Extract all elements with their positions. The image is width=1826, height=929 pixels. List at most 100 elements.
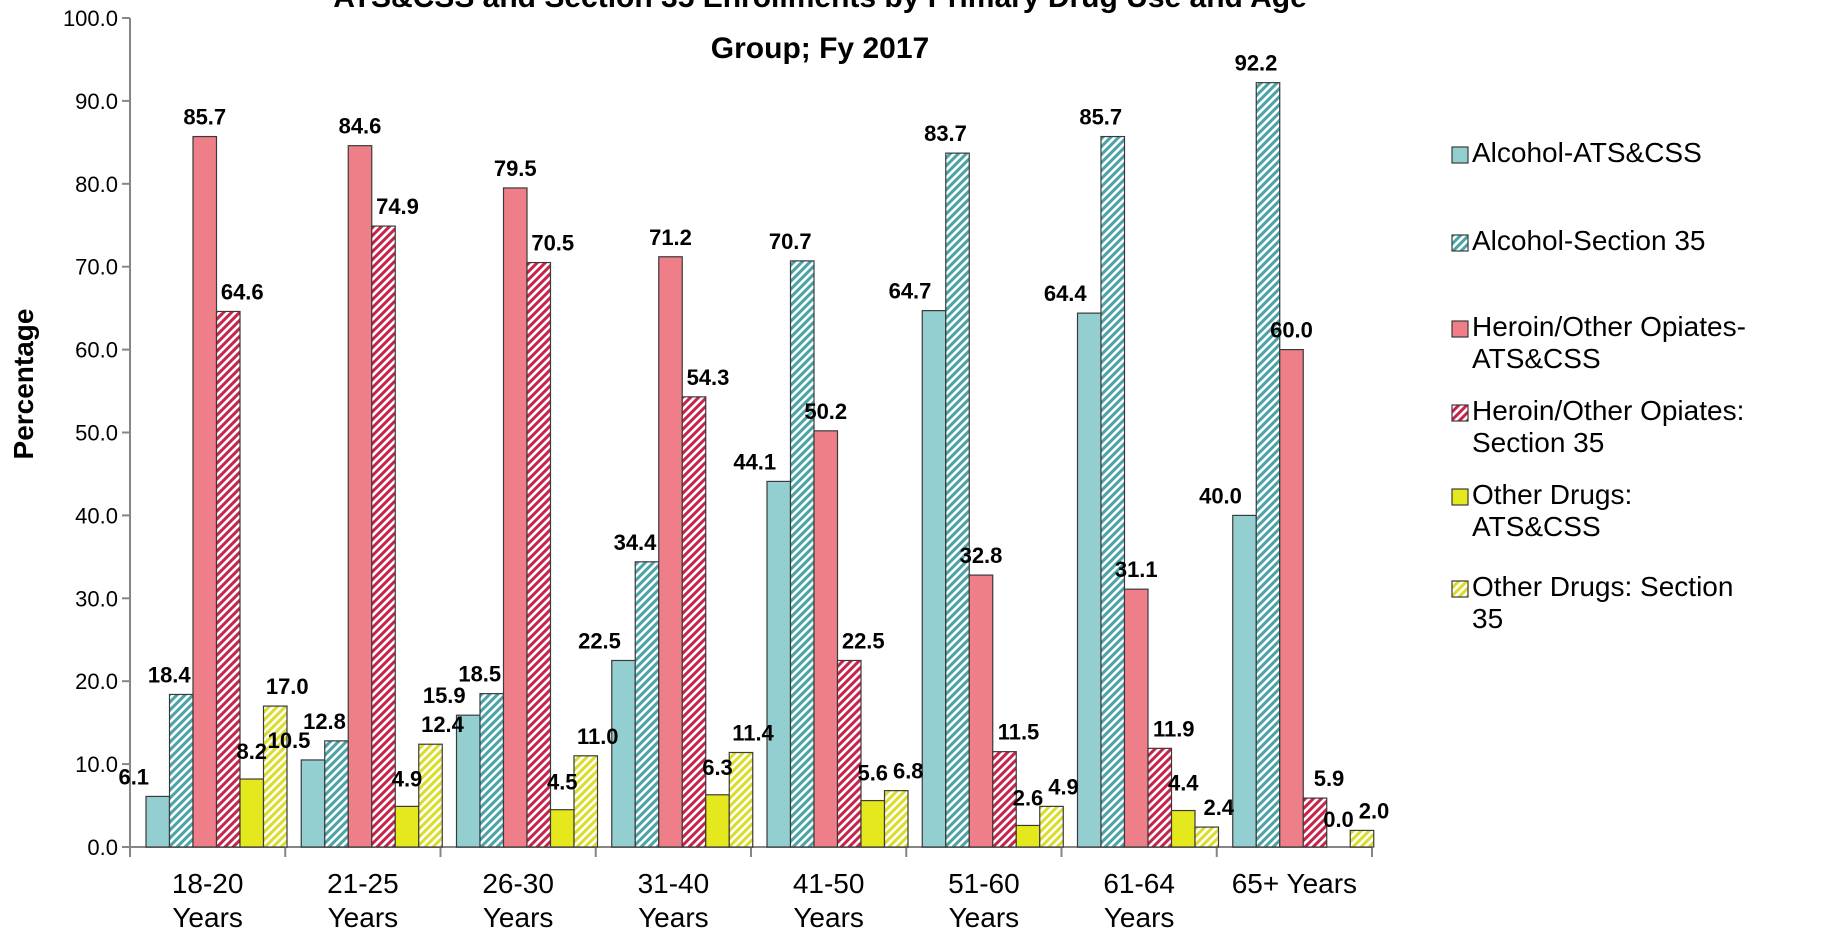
- data-label: 54.3: [687, 365, 730, 390]
- data-label: 5.6: [857, 761, 888, 786]
- y-tick-label: 60.0: [75, 338, 118, 363]
- bar: [992, 751, 1017, 848]
- data-label: 22.5: [842, 628, 885, 653]
- y-axis-label: Percentage: [8, 309, 39, 460]
- data-label: 64.6: [221, 279, 264, 304]
- y-tick-label: 20.0: [75, 669, 118, 694]
- y-tick-label: 80.0: [75, 172, 118, 197]
- y-tick-label: 70.0: [75, 255, 118, 280]
- bar: [634, 561, 660, 848]
- bar: [883, 790, 909, 848]
- bar: [728, 751, 754, 848]
- legend-swatch: [1451, 488, 1469, 506]
- data-label: 60.0: [1270, 318, 1313, 343]
- data-label: 18.4: [148, 662, 192, 687]
- bar: [262, 705, 288, 848]
- data-label: 18.5: [458, 662, 501, 687]
- bar: [1194, 826, 1220, 848]
- data-label: 11.9: [1153, 716, 1195, 741]
- legend-swatch: [1451, 404, 1469, 422]
- y-tick-label: 10.0: [75, 752, 118, 777]
- data-label: 44.1: [733, 449, 776, 474]
- legend: Alcohol-ATS&CSS Alcohol-Section 35 Heroin/…: [1451, 137, 1746, 634]
- data-label: 71.2: [649, 225, 692, 250]
- bar: [836, 659, 862, 848]
- bar: [1170, 809, 1196, 848]
- bar: [573, 755, 599, 848]
- y-tick-label: 100.0: [63, 6, 118, 31]
- legend-entry: Alcohol-ATS&CSS: [1472, 137, 1702, 168]
- data-label: 12.4: [421, 712, 465, 737]
- bar: [1279, 349, 1304, 848]
- legend-entry: Other Drugs: Section 35: [1472, 571, 1733, 634]
- data-label: 64.4: [1044, 281, 1088, 306]
- bar: [145, 795, 171, 848]
- legend-entry: Other Drugs: ATS&CSS: [1472, 479, 1632, 542]
- data-label: 83.7: [924, 121, 967, 146]
- data-labels: 6.1 10.5 15.9 22.5 44.1 64.7 64.4 40.0 18.4 12.8 1…: [118, 51, 1389, 832]
- x-tick-label: 61-64 Years: [1103, 868, 1175, 929]
- bar: [1255, 82, 1281, 848]
- data-label: 12.8: [303, 709, 346, 734]
- bar: [705, 794, 730, 848]
- legend-entry: Heroin/Other Opiates-ATS&CSS: [1472, 311, 1746, 374]
- data-label: 11.5: [998, 720, 1040, 745]
- data-label: 6.3: [702, 755, 733, 780]
- bar: [1100, 135, 1126, 848]
- data-label: 92.2: [1235, 51, 1278, 76]
- bar: [945, 152, 970, 848]
- data-label: 22.5: [578, 628, 621, 653]
- data-label: 2.4: [1203, 795, 1234, 820]
- bar: [1232, 514, 1257, 848]
- bar: [658, 256, 683, 848]
- data-label: 85.7: [183, 105, 226, 130]
- data-label: 34.4: [614, 530, 658, 555]
- bar: [611, 659, 636, 848]
- data-label: 50.2: [804, 399, 847, 424]
- bar: [239, 778, 265, 848]
- data-label: 4.5: [547, 770, 578, 795]
- bar: [347, 145, 373, 848]
- y-tick-label: 40.0: [75, 503, 118, 528]
- bar: [479, 693, 505, 848]
- x-tick-label: 18-20 Years: [172, 868, 244, 929]
- data-label: 10.5: [268, 728, 311, 753]
- data-label: 4.9: [1048, 774, 1079, 799]
- data-label: 17.0: [266, 674, 309, 699]
- bar: [418, 743, 443, 848]
- x-tick-label: 26-30 Years: [482, 868, 554, 929]
- x-tick-label: 31-40 Years: [638, 868, 710, 929]
- bar: [371, 225, 396, 848]
- data-label: 4.4: [1168, 771, 1199, 796]
- y-tick-label: 90.0: [75, 89, 118, 114]
- bar: [549, 809, 575, 848]
- legend-swatch: [1451, 580, 1469, 598]
- y-tick-label: 50.0: [75, 421, 118, 446]
- bar: [789, 260, 815, 848]
- data-label: 85.7: [1079, 105, 1122, 130]
- data-label: 40.0: [1199, 483, 1242, 508]
- legend-entry: Alcohol-Section 35: [1472, 225, 1705, 256]
- chart-title-line: ATS&CSS and Section 35 Enrollments by Pr…: [333, 0, 1307, 14]
- data-label: 4.9: [392, 766, 423, 791]
- data-label: 11.0: [577, 724, 619, 749]
- data-label: 32.8: [960, 543, 1003, 568]
- data-label: 70.5: [531, 231, 574, 256]
- legend-swatch: [1451, 234, 1469, 252]
- bar: [766, 480, 792, 848]
- bar: [1015, 824, 1041, 848]
- bar: [813, 430, 839, 848]
- bar: [324, 740, 349, 848]
- bar: [968, 574, 994, 848]
- legend-entry: Heroin/Other Opiates: Section 35: [1472, 395, 1744, 458]
- x-tick-label: 51-60 Years: [948, 868, 1020, 929]
- bar: [1123, 588, 1149, 848]
- bar: [860, 799, 886, 848]
- data-label: 64.7: [889, 279, 932, 304]
- bar: [192, 135, 218, 848]
- y-tick-label: 30.0: [75, 586, 118, 611]
- legend-swatch: [1451, 320, 1469, 338]
- bar: [1076, 312, 1102, 848]
- chart-title-line: Group; Fy 2017: [711, 32, 929, 65]
- data-label: 2.0: [1359, 798, 1390, 823]
